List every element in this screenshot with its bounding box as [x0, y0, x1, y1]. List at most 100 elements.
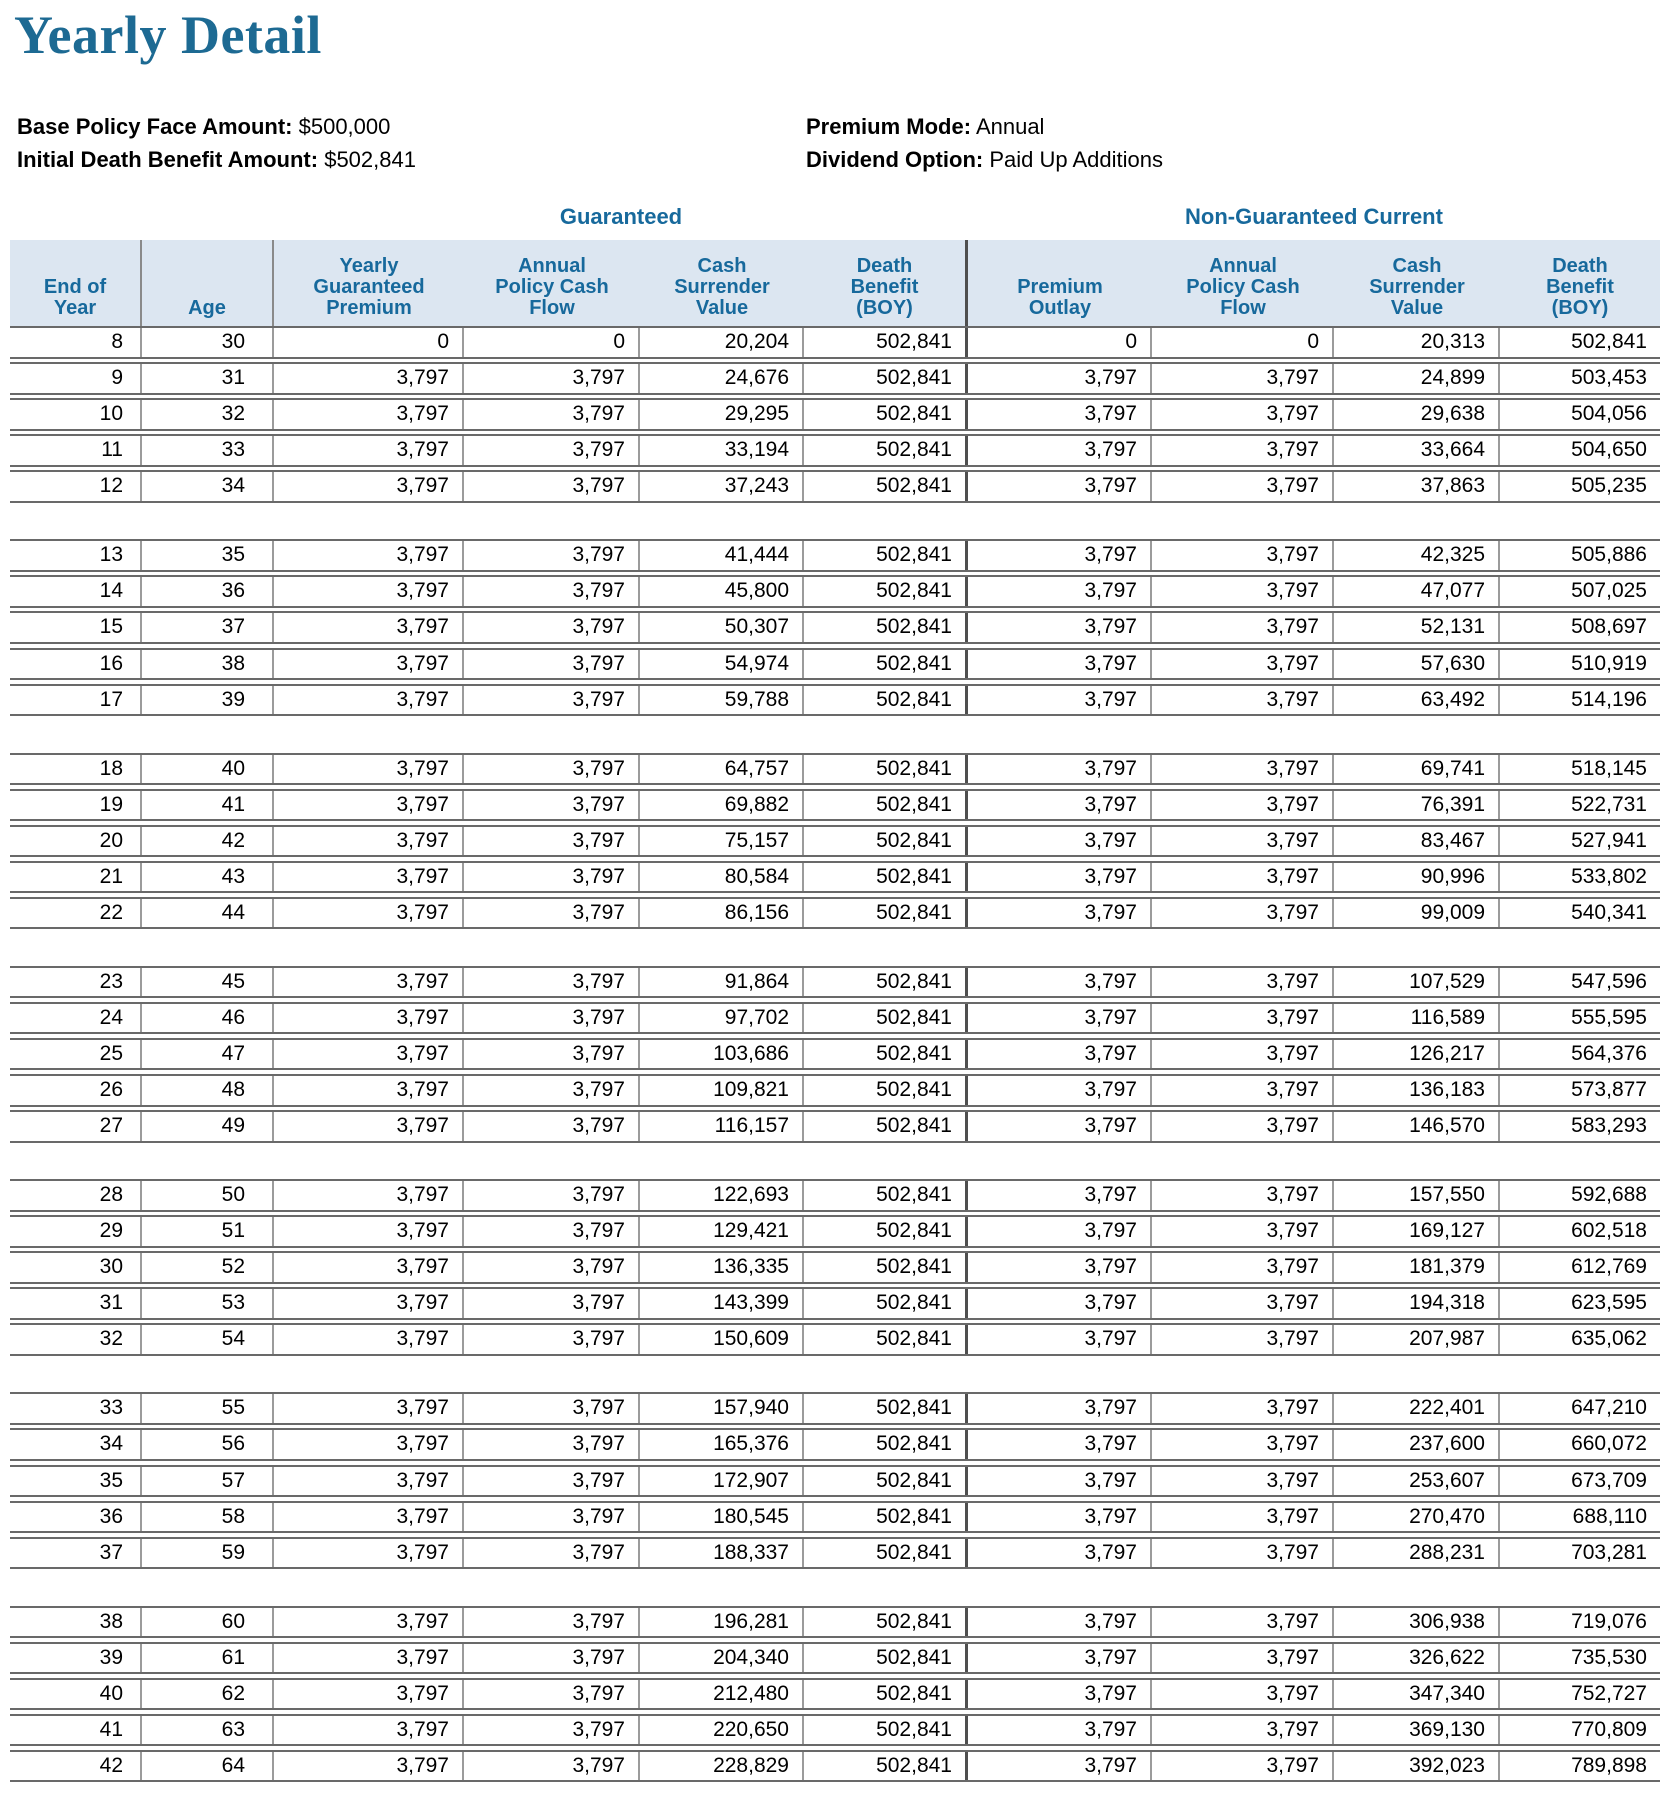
- table-cell: 3,797: [464, 685, 640, 715]
- table-row: 34 56 3,797 3,797 165,376 502,841 3,797 3,797 23…: [10, 1428, 1660, 1461]
- table-cell: 3,797: [274, 826, 464, 856]
- table-cell: 12: [10, 472, 142, 501]
- table-cell: 502,841: [804, 1289, 968, 1318]
- table-cell: 3,797: [274, 898, 464, 928]
- table-cell: 752,727: [1571, 1681, 1647, 1705]
- table-cell: 3,797: [1152, 1325, 1334, 1354]
- table-cell: 3,797: [1152, 1217, 1334, 1246]
- table-cell: 623,595: [1571, 1291, 1647, 1315]
- table-cell: 3,797: [968, 1679, 1152, 1709]
- column-header-line: Value: [695, 297, 749, 319]
- table-cell: 107,529: [1334, 967, 1500, 997]
- table-cell: 3,797: [464, 898, 640, 928]
- table-cell: 502,841: [804, 541, 968, 570]
- table-row: 40 62 3,797 3,797 212,480 502,841 3,797 3,797 34…: [10, 1677, 1660, 1711]
- table-row: 33 55 3,797 3,797 157,940 502,841 3,797 3,797 22…: [10, 1392, 1660, 1425]
- table-cell: 547,596: [1571, 969, 1647, 993]
- table-cell: 3,797: [464, 1003, 640, 1033]
- base-policy-face-amount-label: Base Policy Face Amount:: [17, 114, 293, 139]
- table-cell: 502,841: [804, 1751, 968, 1781]
- table-row: 30 52 3,797 3,797 136,335 502,841 3,797 3,797 18…: [10, 1251, 1660, 1284]
- table-row: 25 47 3,797 3,797 103,686 502,841 3,797 3,797 12…: [10, 1037, 1660, 1071]
- table-cell: 29: [10, 1217, 142, 1246]
- table-cell: 502,841: [804, 1039, 968, 1069]
- table-cell: 502,841: [804, 1715, 968, 1745]
- column-header-line: Policy Cash: [495, 276, 609, 298]
- column-header-line: (BOY): [1551, 297, 1609, 319]
- table-cell: 502,841: [804, 967, 968, 997]
- premium-mode-value: Annual: [975, 114, 1045, 139]
- table-cell: 3,797: [1152, 613, 1334, 642]
- table-cell: 0: [1152, 328, 1334, 357]
- table-cell: 3,797: [464, 472, 640, 501]
- table-cell: 63: [142, 1715, 274, 1745]
- column-header-line: Premium: [1017, 276, 1103, 298]
- column-header: Death Benefit (BOY): [804, 240, 968, 326]
- table-cell: 3,797: [464, 436, 640, 465]
- table-cell: 31: [10, 1289, 142, 1318]
- table-cell: 45,800: [640, 577, 804, 606]
- table-cell: 54,974: [640, 649, 804, 679]
- table-cell: 37: [142, 613, 274, 642]
- column-header: End of Year: [10, 240, 142, 326]
- table-cell: 51: [142, 1217, 274, 1246]
- table-cell: 3,797: [274, 1325, 464, 1354]
- table-cell: 502,841: [804, 400, 968, 429]
- table-cell: 3,797: [464, 649, 640, 679]
- table-row: 20 42 3,797 3,797 75,157 502,841 3,797 3,797 83,…: [10, 824, 1660, 858]
- column-header-line: Age: [188, 297, 226, 319]
- table-cell: 502,841: [804, 1325, 968, 1354]
- column-header-line: End of: [43, 276, 107, 298]
- column-header-line: Policy Cash: [1186, 276, 1300, 298]
- table-cell: 97,702: [640, 1003, 804, 1033]
- table-cell: 392,023: [1334, 1751, 1500, 1781]
- table-cell: 502,841: [804, 649, 968, 679]
- table-cell: 703,281: [1571, 1540, 1647, 1564]
- table-cell: 3,797: [274, 1466, 464, 1496]
- column-header-line: Flow: [529, 297, 575, 319]
- table-cell: 3,797: [968, 364, 1152, 393]
- table-row-group: 28 50 3,797 3,797 122,693 502,841 3,797 3,797 15…: [10, 1179, 1660, 1356]
- table-cell: 288,231: [1334, 1538, 1500, 1568]
- table-cell: 555,595: [1571, 1005, 1647, 1029]
- column-header: Age: [142, 240, 274, 326]
- table-cell: 3,797: [1152, 577, 1334, 606]
- table-cell: 10: [10, 400, 142, 429]
- table-cell: 3,797: [968, 1289, 1152, 1318]
- table-cell: 3,797: [274, 685, 464, 715]
- table-cell: 40: [10, 1679, 142, 1709]
- table-cell: 44: [142, 898, 274, 928]
- table-cell: 3,797: [1152, 1003, 1334, 1033]
- table-cell: 3,797: [968, 1003, 1152, 1033]
- table-cell: 502,841: [804, 1430, 968, 1459]
- table-row: 9 31 3,797 3,797 24,676 502,841 3,797 3,797 24,8…: [10, 362, 1660, 395]
- table-row: 23 45 3,797 3,797 91,864 502,841 3,797 3,797 107…: [10, 965, 1660, 999]
- premium-mode-label: Premium Mode:: [806, 114, 972, 139]
- table-cell: 647,210: [1571, 1396, 1647, 1420]
- table-cell: 76,391: [1334, 790, 1500, 820]
- table-row: 21 43 3,797 3,797 80,584 502,841 3,797 3,797 90,…: [10, 860, 1660, 894]
- table-cell: 33: [142, 436, 274, 465]
- table-cell: 502,841: [804, 1394, 968, 1423]
- table-row-group: 38 60 3,797 3,797 196,281 502,841 3,797 3,797 30…: [10, 1605, 1660, 1783]
- table-cell: 502,841: [804, 1502, 968, 1532]
- table-cell: 3,797: [968, 1538, 1152, 1568]
- table-cell: 3,797: [274, 1502, 464, 1532]
- table-cell: 3,797: [1152, 1112, 1334, 1141]
- column-header-line: Death: [856, 255, 913, 277]
- table-cell: 3,797: [274, 1715, 464, 1745]
- table-row: 22 44 3,797 3,797 86,156 502,841 3,797 3,797 99,…: [10, 896, 1660, 930]
- table-row: 35 57 3,797 3,797 172,907 502,841 3,797 3,797 25…: [10, 1464, 1660, 1498]
- column-header-line: (BOY): [856, 297, 913, 319]
- table-row: 18 40 3,797 3,797 64,757 502,841 3,797 3,797 69,…: [10, 752, 1660, 786]
- table-cell: 3,797: [1152, 1181, 1334, 1210]
- table-row: 41 63 3,797 3,797 220,650 502,841 3,797 3,797 36…: [10, 1713, 1660, 1747]
- table-cell: 63,492: [1334, 685, 1500, 715]
- table-cell: 25: [10, 1039, 142, 1069]
- page-title: Yearly Detail: [14, 5, 322, 65]
- table-cell: 188,337: [640, 1538, 804, 1568]
- table-cell: 3,797: [968, 1394, 1152, 1423]
- table-cell: 502,841: [804, 1253, 968, 1282]
- table-cell: 3,797: [274, 754, 464, 784]
- table-cell: 54: [142, 1325, 274, 1354]
